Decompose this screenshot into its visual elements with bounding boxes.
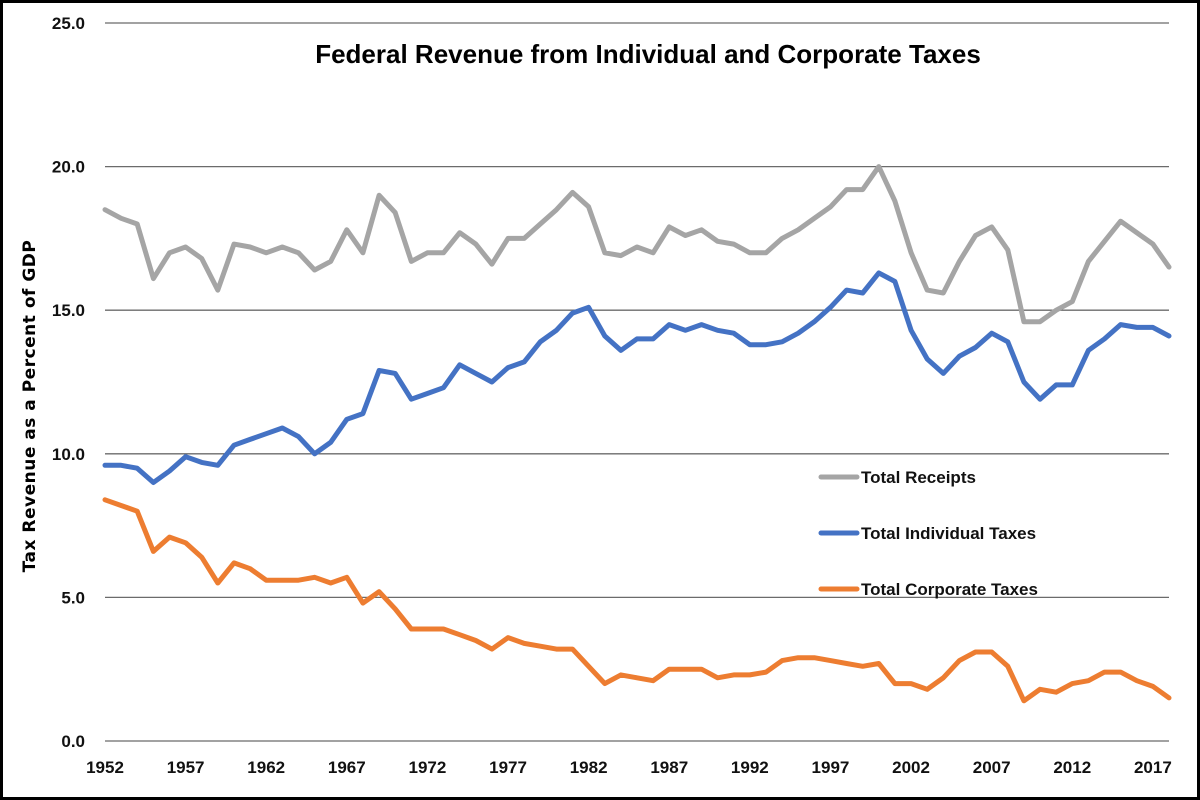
chart-title: Federal Revenue from Individual and Corp… — [315, 39, 981, 69]
x-tick-label: 1972 — [409, 758, 447, 777]
y-tick-label: 25.0 — [52, 14, 85, 33]
y-tick-label: 10.0 — [52, 445, 85, 464]
x-tick-label: 2002 — [892, 758, 930, 777]
series-lines — [102, 164, 1172, 704]
legend: Total Receipts Total Individual Taxes Tota… — [818, 468, 1038, 599]
series-line-1 — [102, 164, 1172, 325]
x-tick-label: 2007 — [973, 758, 1011, 777]
y-tick-label: 15.0 — [52, 301, 85, 320]
legend-label: Total Corporate Taxes — [861, 580, 1038, 599]
title-background — [297, 31, 999, 77]
x-tick-label: 2012 — [1053, 758, 1091, 777]
x-tick-label: 1957 — [167, 758, 205, 777]
gridlines — [105, 22, 1169, 742]
y-axis-label: Tax Revenue as a Percent of GDP — [20, 240, 40, 573]
x-tick-label: 1952 — [86, 758, 124, 777]
y-tick-label: 5.0 — [61, 588, 85, 607]
x-tick-label: 2017 — [1134, 758, 1172, 777]
y-tick-label: 20.0 — [52, 158, 85, 177]
x-tick-label: 1977 — [489, 758, 527, 777]
x-tick-label: 1992 — [731, 758, 769, 777]
x-tick-label: 1997 — [812, 758, 850, 777]
series-line-3 — [102, 497, 1172, 704]
line-chart: 0.05.010.015.020.025.0 1952 1957 1962 1967 1… — [20, 14, 1172, 777]
x-tick-label: 1962 — [247, 758, 285, 777]
y-tick-label: 0.0 — [61, 732, 85, 751]
x-tick-label: 1982 — [570, 758, 608, 777]
y-axis-ticks: 0.0 5.0 10.0 15.0 20.0 25.0 — [52, 14, 85, 751]
legend-label: Total Individual Taxes — [861, 524, 1036, 543]
series-line-2 — [102, 270, 1172, 485]
x-tick-label: 1967 — [328, 758, 366, 777]
x-tick-label: 1987 — [650, 758, 688, 777]
legend-label: Total Receipts — [861, 468, 976, 487]
x-axis-ticks: 1952 1957 1962 1967 1972 1977 1982 1987 1992 1997… — [86, 758, 1172, 777]
